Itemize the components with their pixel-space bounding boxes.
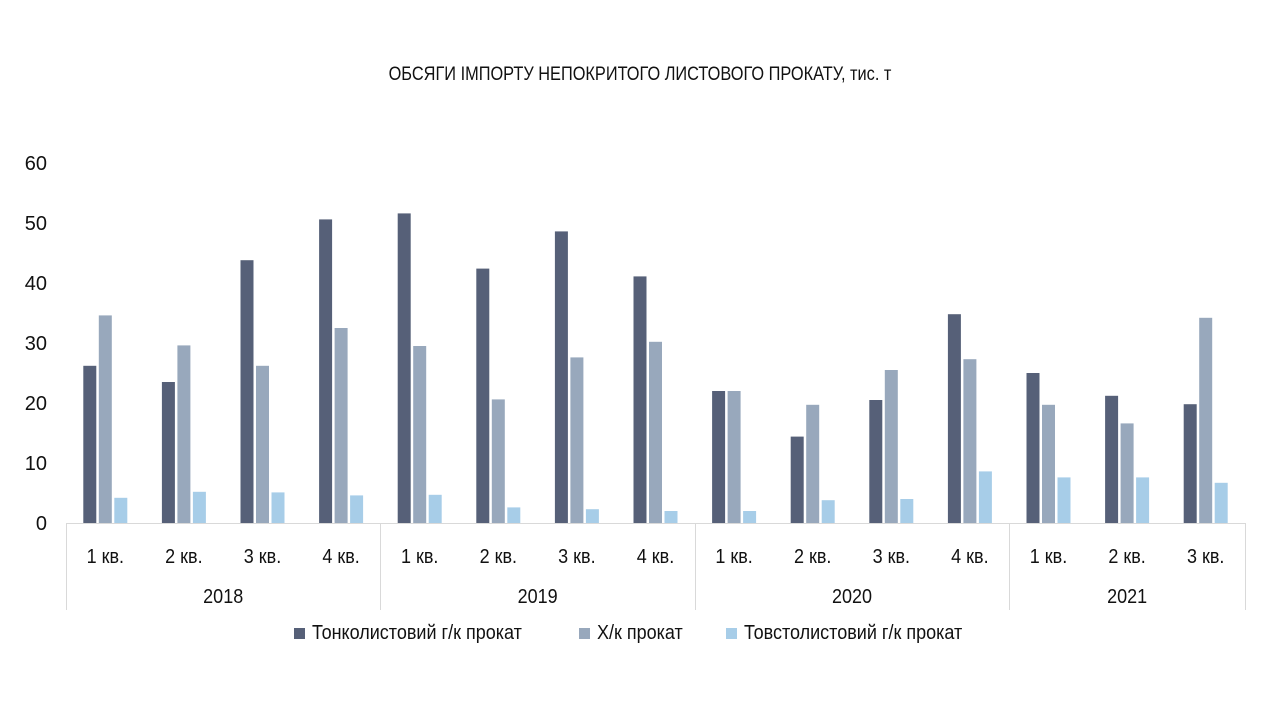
x-category-label: 1 кв. <box>401 546 438 568</box>
bar-series-2 <box>491 399 505 523</box>
x-category-label: 3 кв. <box>873 546 910 568</box>
x-category-label: 2 кв. <box>1108 546 1145 568</box>
bar-series-2 <box>98 315 112 523</box>
x-category-label: 4 кв. <box>951 546 988 568</box>
bar-series-3 <box>664 511 678 523</box>
bar-series-3 <box>192 491 206 523</box>
bar-series-2 <box>334 328 348 523</box>
bar-series-2 <box>413 346 427 523</box>
legend-label-series-2: Х/к прокат <box>596 622 683 644</box>
bar-series-1 <box>712 391 726 523</box>
bar-series-2 <box>570 357 584 523</box>
bar-series-2 <box>177 345 191 523</box>
bar-series-2 <box>727 391 741 523</box>
bar-series-1 <box>947 314 961 523</box>
bar-series-1 <box>869 400 883 523</box>
bar-series-3 <box>1136 477 1150 523</box>
legend-label-series-1: Тонколистовий г/к прокат <box>311 622 522 644</box>
bar-series-1 <box>554 231 568 523</box>
x-group-label: 2019 <box>518 586 558 608</box>
bar-series-2 <box>806 404 820 523</box>
bar-series-1 <box>1183 404 1197 523</box>
y-tick-label: 40 <box>25 273 47 295</box>
bar-series-3 <box>507 507 521 523</box>
chart-title: ОБСЯГИ ІМПОРТУ НЕПОКРИТОГО ЛИСТОВОГО ПРО… <box>388 64 892 85</box>
x-category-label: 3 кв. <box>1187 546 1224 568</box>
bar-series-1 <box>476 268 490 523</box>
bar-series-1 <box>633 276 647 523</box>
y-axis-ticks: 0 10 20 30 40 50 60 <box>25 153 47 535</box>
bar-series-1 <box>1026 373 1040 523</box>
y-tick-label: 0 <box>36 513 47 535</box>
legend-item-series-2: Х/к прокат <box>578 622 692 645</box>
bar-series-3 <box>271 492 285 523</box>
y-tick-label: 20 <box>25 393 47 415</box>
bar-series-2 <box>1199 317 1213 523</box>
bar-series-3 <box>585 509 599 523</box>
y-tick-label: 30 <box>25 333 47 355</box>
bar-series-3 <box>114 497 128 523</box>
bar-series-3 <box>1057 477 1071 523</box>
x-category-label: 3 кв. <box>244 546 281 568</box>
bar-series-3 <box>900 499 914 523</box>
x-category-label: 1 кв. <box>715 546 752 568</box>
x-category-label: 3 кв. <box>558 546 595 568</box>
x-category-label: 2 кв. <box>165 546 202 568</box>
legend-label-series-3: Товстолистовий г/к прокат <box>744 622 963 644</box>
bar-series-1 <box>83 365 97 523</box>
bar-series-1 <box>161 382 175 523</box>
bar-series-2 <box>649 341 662 523</box>
x-group-label: 2021 <box>1107 586 1147 608</box>
bar-series-3 <box>978 471 992 523</box>
bars <box>83 213 1228 523</box>
bar-series-1 <box>1105 395 1119 523</box>
legend: Тонколистовий г/к прокат Х/к прокат Товс… <box>0 622 1280 645</box>
x-axis: 1 кв. 2 кв. 3 кв. 4 кв. 1 кв. 2 кв. 3 кв. 4 кв.… <box>66 523 1246 610</box>
bar-series-1 <box>397 213 411 523</box>
bar-series-2 <box>1120 423 1134 523</box>
y-tick-label: 10 <box>25 453 47 475</box>
y-tick-label: 60 <box>25 153 47 175</box>
bar-series-3 <box>821 500 835 523</box>
legend-swatch-series-3 <box>726 628 737 639</box>
legend-item-series-1: Тонколистовий г/к прокат <box>293 622 545 645</box>
x-category-label: 1 кв. <box>1030 546 1067 568</box>
x-group-label: 2020 <box>832 586 872 608</box>
legend-swatch-series-2 <box>578 628 590 639</box>
bar-series-3 <box>428 494 442 523</box>
bar-series-1 <box>240 260 254 523</box>
bar-series-1 <box>319 219 333 523</box>
legend-swatch-series-1 <box>293 628 305 639</box>
bar-series-1 <box>790 436 804 523</box>
x-category-label: 4 кв. <box>637 546 674 568</box>
legend-item-series-3: Товстолистовий г/к прокат <box>726 622 987 645</box>
x-category-label: 2 кв. <box>794 546 831 568</box>
bar-series-2 <box>963 359 977 523</box>
bar-series-3 <box>1214 482 1228 523</box>
bar-series-2 <box>256 365 269 523</box>
bar-series-3 <box>743 511 757 523</box>
x-category-label: 4 кв. <box>322 546 359 568</box>
x-category-label: 1 кв. <box>87 546 124 568</box>
bar-series-3 <box>350 495 364 523</box>
x-group-label: 2018 <box>203 586 243 608</box>
y-tick-label: 50 <box>25 213 47 235</box>
x-category-label: 2 кв. <box>480 546 517 568</box>
bar-series-2 <box>1042 404 1055 523</box>
bar-series-2 <box>884 370 898 523</box>
